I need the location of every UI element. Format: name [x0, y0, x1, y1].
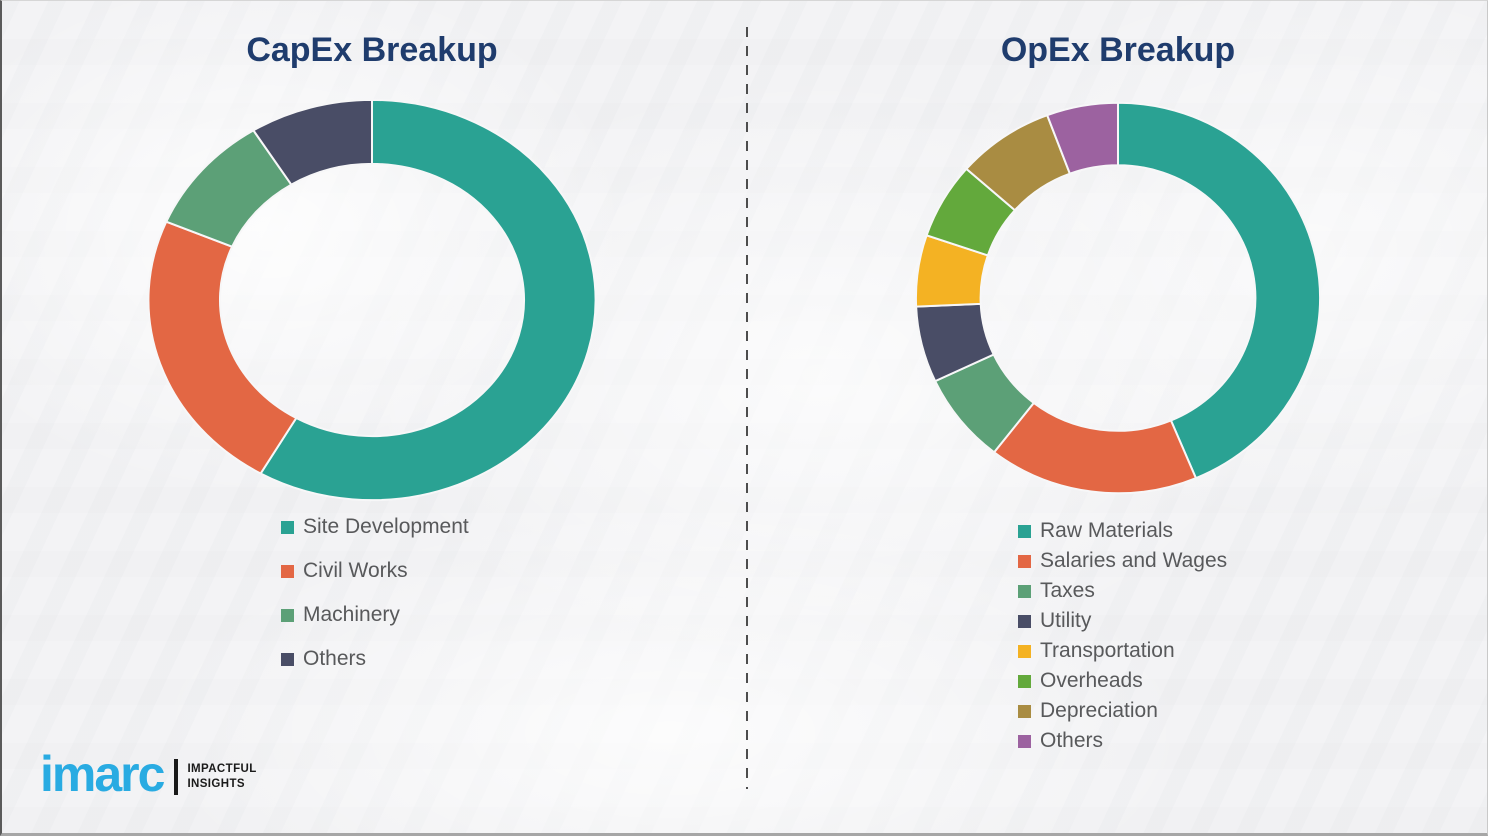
legend-label: Civil Works [303, 559, 408, 582]
donut-segment-raw-materials [1118, 103, 1320, 478]
logo-tagline-line2: INSIGHTS [187, 778, 245, 790]
legend-item: Site Development [281, 515, 469, 539]
legend-swatch [281, 652, 294, 666]
legend-item: Depreciation [1018, 699, 1227, 723]
legend-label: Machinery [303, 603, 400, 626]
legend-label: Others [1040, 729, 1104, 752]
donut-segment-others [1047, 103, 1118, 174]
legend-swatch [1018, 584, 1031, 598]
imarc-logo-wordmark: imarc [40, 745, 165, 802]
legend-swatch [281, 608, 294, 622]
legend-item: Salaries and Wages [1018, 549, 1227, 573]
legend-label: Depreciation [1040, 699, 1158, 722]
legend-label: Raw Materials [1040, 519, 1174, 542]
legend-label: Taxes [1040, 579, 1095, 602]
donut-segment-others [253, 100, 372, 185]
legend-item: Others [1018, 729, 1227, 753]
legend-swatch [1018, 734, 1031, 748]
logo-tagline-line1: IMPACTFUL [187, 763, 257, 776]
legend-label: Salaries and Wages [1040, 549, 1228, 572]
legend-label: Site Development [303, 515, 469, 538]
donut-segment-civil-works [148, 222, 296, 474]
legend-item: Others [281, 647, 469, 671]
logo-tagline: IMPACTFUL INSIGHTS [187, 762, 256, 792]
legend-item: Transportation [1018, 639, 1227, 663]
legend-item: Raw Materials [1018, 519, 1227, 543]
legend-item: Taxes [1018, 579, 1227, 603]
legend-swatch [1018, 674, 1031, 688]
donut-segment-site-development [261, 100, 596, 500]
capex-donut-chart [143, 95, 601, 505]
capex-legend: Site Development Civil Works Machinery Othe… [281, 515, 469, 691]
legend-swatch [1018, 644, 1031, 658]
dashed-vertical-divider [746, 27, 748, 789]
legend-item: Machinery [281, 603, 469, 627]
legend-label: Transportation [1040, 639, 1175, 662]
legend-swatch [1018, 614, 1031, 628]
legend-label: Overheads [1040, 669, 1143, 692]
donut-segment-salaries-and-wages [994, 403, 1196, 493]
legend-swatch [281, 564, 294, 578]
legend-label: Utility [1040, 609, 1092, 632]
legend-item: Overheads [1018, 669, 1227, 693]
opex-chart-title: OpEx Breakup [1000, 31, 1236, 69]
opex-donut-chart [911, 98, 1325, 498]
legend-swatch [1018, 704, 1031, 718]
legend-swatch [1018, 524, 1031, 538]
opex-legend: Raw Materials Salaries and Wages Taxes Util… [1018, 519, 1227, 759]
legend-item: Utility [1018, 609, 1227, 633]
logo-divider-bar [174, 759, 179, 795]
legend-item: Civil Works [281, 559, 469, 583]
capex-chart-title: CapEx Breakup [246, 31, 498, 69]
legend-label: Others [303, 647, 367, 670]
legend-swatch [281, 520, 294, 534]
imarc-logo: imarc IMPACTFUL INSIGHTS [40, 745, 257, 803]
legend-swatch [1018, 554, 1031, 568]
